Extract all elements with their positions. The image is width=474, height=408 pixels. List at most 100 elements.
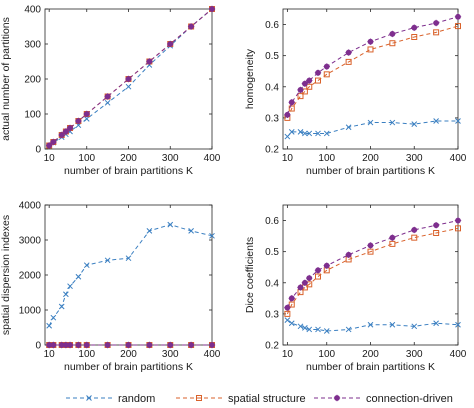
x-tick-label: 10 bbox=[282, 153, 294, 164]
data-point-glyph bbox=[433, 118, 439, 124]
data-point-glyph bbox=[345, 326, 352, 333]
data-point bbox=[315, 273, 321, 280]
data-point bbox=[432, 222, 440, 229]
data-point-spoke bbox=[454, 217, 462, 224]
data-point-glyph bbox=[411, 34, 418, 40]
data-point-glyph bbox=[433, 29, 440, 36]
data-point-glyph bbox=[209, 232, 215, 239]
series-random bbox=[284, 118, 461, 140]
data-point-spoke bbox=[125, 75, 132, 83]
data-point bbox=[167, 40, 174, 48]
x-tick-label: 400 bbox=[450, 349, 467, 360]
data-point-glyph bbox=[345, 124, 352, 131]
legend-glyph bbox=[333, 394, 341, 402]
legend-glyph bbox=[196, 395, 202, 401]
data-point-glyph bbox=[63, 291, 69, 298]
data-point-glyph bbox=[323, 71, 330, 78]
data-point bbox=[367, 248, 374, 255]
x-axis-title: number of brain partitions K bbox=[64, 165, 193, 177]
data-point-glyph bbox=[297, 129, 304, 135]
data-point bbox=[208, 5, 216, 13]
data-point-glyph bbox=[455, 225, 461, 232]
legend-glyph-glyph bbox=[86, 395, 92, 401]
data-point bbox=[104, 99, 111, 106]
x-tick-label: 400 bbox=[450, 153, 467, 164]
y-tick-label: 1000 bbox=[19, 306, 42, 317]
data-point-spoke bbox=[50, 341, 57, 349]
data-point-glyph bbox=[455, 118, 461, 124]
y-tick-label: 0.2 bbox=[265, 341, 279, 352]
data-point bbox=[433, 118, 439, 124]
data-point bbox=[125, 75, 132, 83]
data-point-glyph bbox=[104, 257, 111, 264]
data-point-glyph bbox=[284, 310, 291, 317]
data-point bbox=[146, 228, 153, 234]
legend-glyph-glyph bbox=[196, 395, 202, 401]
data-point bbox=[63, 291, 69, 298]
data-point bbox=[306, 326, 313, 333]
data-point bbox=[454, 217, 462, 224]
data-point-glyph bbox=[146, 228, 153, 234]
data-point-spoke bbox=[45, 142, 53, 149]
data-point-glyph bbox=[125, 83, 132, 90]
y-tick-label: 0.3 bbox=[265, 113, 279, 124]
data-point bbox=[83, 110, 90, 118]
x-tick-label: 10 bbox=[44, 153, 56, 164]
data-point bbox=[288, 320, 295, 327]
data-point bbox=[209, 232, 215, 239]
data-point-glyph bbox=[167, 221, 174, 228]
data-point-spoke bbox=[389, 30, 396, 38]
data-point-spoke bbox=[167, 40, 174, 48]
y-axis-title: Dice coefficients bbox=[244, 237, 256, 313]
data-point-glyph bbox=[75, 273, 82, 280]
data-point bbox=[50, 314, 57, 321]
data-point-glyph bbox=[288, 320, 295, 327]
data-point bbox=[75, 273, 82, 280]
data-point bbox=[323, 130, 330, 137]
data-point bbox=[367, 46, 374, 53]
data-point bbox=[58, 131, 65, 139]
data-point bbox=[455, 118, 461, 124]
series-line bbox=[287, 319, 459, 332]
data-point bbox=[323, 71, 330, 78]
data-point bbox=[411, 34, 418, 40]
data-point-spoke bbox=[187, 341, 195, 349]
data-point-spoke bbox=[345, 251, 352, 258]
data-point-glyph bbox=[83, 262, 90, 269]
data-point bbox=[67, 283, 73, 290]
data-point-spoke bbox=[208, 341, 216, 349]
data-point-glyph bbox=[315, 326, 321, 333]
data-point bbox=[284, 317, 291, 323]
data-point-glyph bbox=[389, 40, 396, 47]
y-tick-label: 200 bbox=[24, 75, 41, 86]
data-point bbox=[302, 130, 308, 137]
data-point-glyph bbox=[50, 314, 57, 321]
data-point bbox=[314, 267, 322, 274]
series-connection-driven bbox=[45, 341, 216, 349]
data-point-spoke bbox=[306, 274, 313, 282]
data-point-spoke bbox=[288, 99, 295, 106]
data-point-glyph bbox=[389, 321, 396, 328]
data-point-spoke bbox=[50, 138, 57, 146]
data-point-spoke bbox=[306, 77, 313, 84]
data-point bbox=[297, 129, 304, 135]
data-point-glyph bbox=[67, 283, 73, 290]
data-point bbox=[367, 38, 374, 45]
data-point bbox=[104, 341, 111, 349]
y-tick-label: 0 bbox=[35, 145, 41, 156]
data-point-spoke bbox=[314, 69, 322, 76]
data-point bbox=[389, 321, 396, 328]
series-line bbox=[48, 224, 213, 326]
data-point-spoke bbox=[314, 267, 322, 274]
x-tick-label: 400 bbox=[204, 349, 221, 360]
data-point bbox=[288, 105, 295, 112]
data-point bbox=[345, 251, 352, 258]
data-point-spoke bbox=[208, 5, 216, 13]
data-point bbox=[345, 49, 352, 56]
data-point bbox=[46, 322, 53, 329]
data-point bbox=[315, 77, 321, 84]
data-point-spoke bbox=[323, 63, 330, 70]
data-point bbox=[323, 63, 330, 70]
plot-area bbox=[44, 204, 213, 346]
